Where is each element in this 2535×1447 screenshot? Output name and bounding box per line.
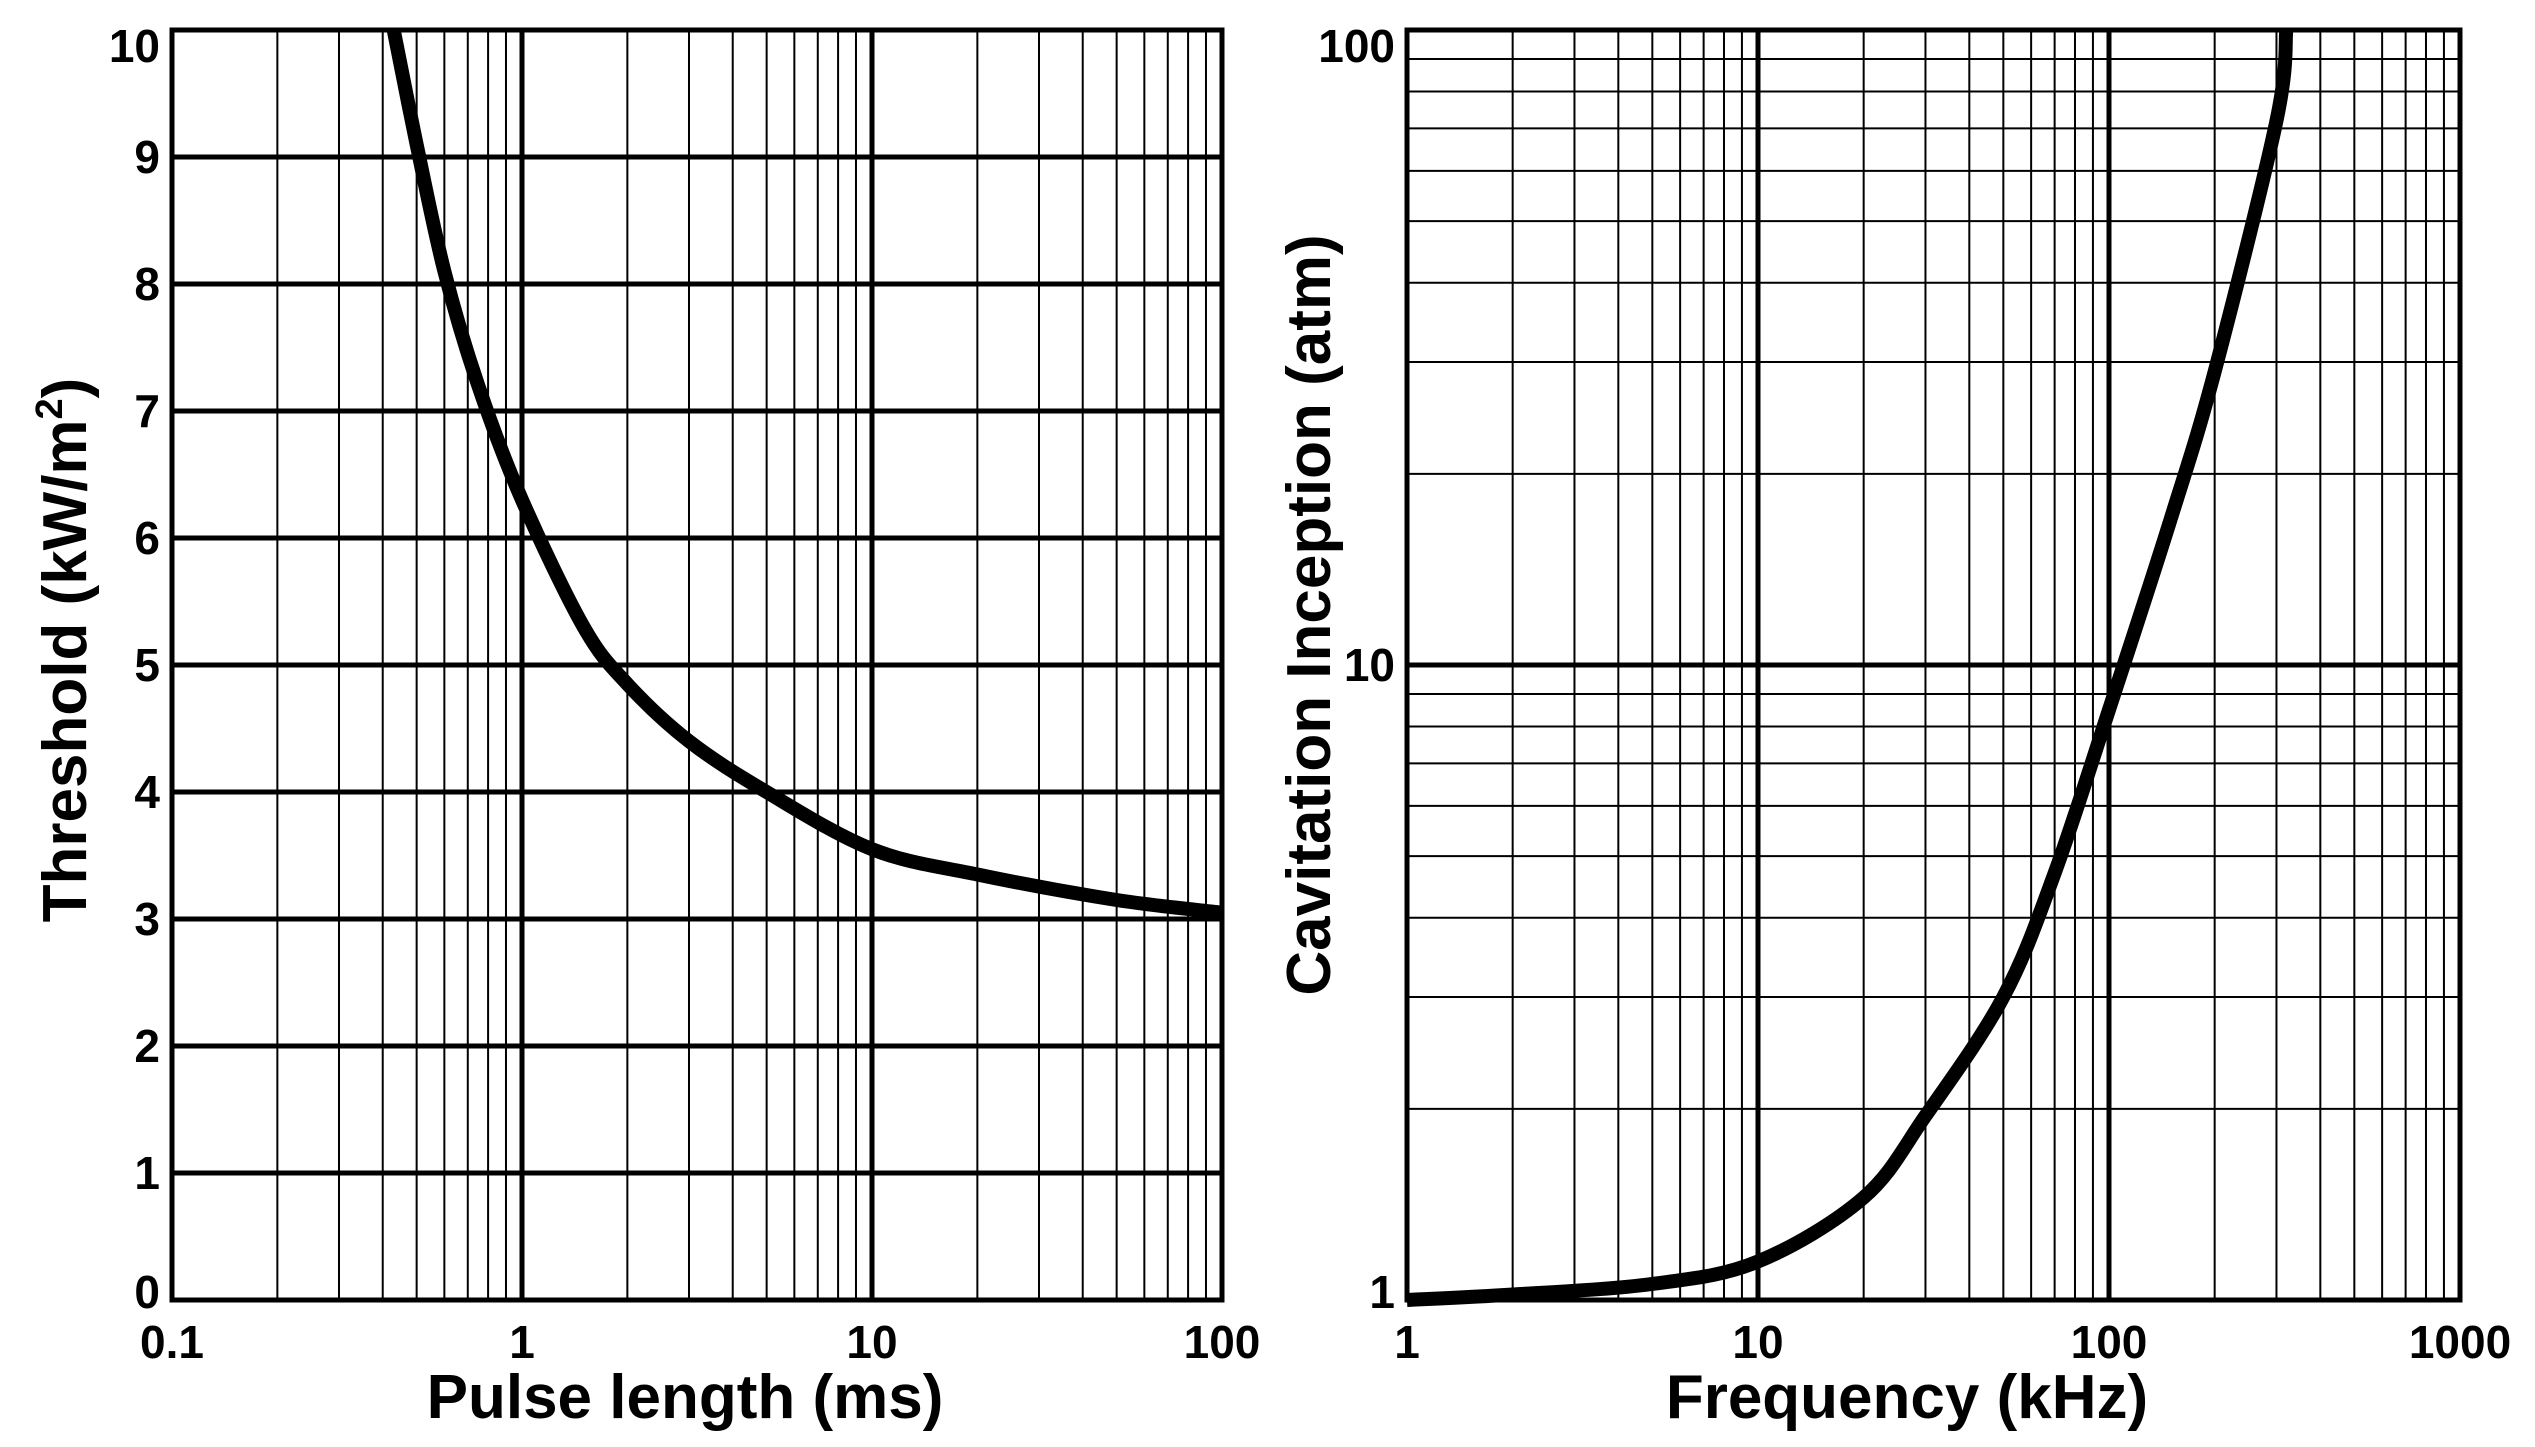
y-tick-label: 8 — [134, 258, 160, 310]
y-tick-label: 4 — [134, 766, 160, 818]
x-tick-label: 10 — [846, 1316, 897, 1368]
right-y-tick-labels: 1 10 100 — [1318, 20, 1395, 1318]
y-tick-label: 6 — [134, 512, 160, 564]
right-x-axis-label: Frequency (kHz) — [1666, 1363, 2148, 1432]
left-x-axis-label: Pulse length (ms) — [427, 1363, 944, 1432]
y-tick-label: 5 — [134, 639, 160, 691]
y-tick-label: 3 — [134, 893, 160, 945]
threshold-chart: 0.1 1 10 100 0 1 2 3 4 5 6 7 8 9 10 Pulse length (ms)… — [29, 20, 1260, 1432]
left-plot-frame — [169, 27, 1225, 1303]
right-plot-frame — [1404, 27, 2463, 1303]
y-tick-label: 1 — [134, 1147, 160, 1199]
x-tick-label: 1 — [509, 1316, 535, 1368]
x-tick-label: 100 — [1184, 1316, 1261, 1368]
right-y-axis-label: Cavitation Inception (atm) — [1275, 234, 1344, 995]
x-tick-label: 10 — [1732, 1316, 1783, 1368]
x-tick-label: 1 — [1394, 1316, 1420, 1368]
y-tick-label: 10 — [109, 20, 160, 72]
threshold-curve — [386, 28, 1223, 920]
left-y-axis-label-sup: 2 — [29, 398, 71, 419]
right-grid — [1407, 30, 2460, 1300]
x-tick-label: 0.1 — [140, 1316, 204, 1368]
y-tick-label: 2 — [134, 1020, 160, 1072]
y-tick-label: 9 — [134, 131, 160, 183]
cavitation-chart: 1 10 100 1000 1 10 100 Frequency (kHz) Cavita… — [1275, 20, 2511, 1432]
left-y-axis-label: Threshold (kW/m2) — [29, 378, 100, 923]
y-tick-label: 0 — [134, 1266, 160, 1318]
cavitation-curve — [1406, 29, 2294, 1307]
x-tick-label: 1000 — [2409, 1316, 2511, 1368]
left-y-tick-labels: 0 1 2 3 4 5 6 7 8 9 10 — [109, 20, 161, 1318]
left-x-tick-labels: 0.1 1 10 100 — [140, 1316, 1260, 1368]
y-tick-label: 7 — [134, 385, 160, 437]
y-tick-label: 10 — [1344, 639, 1395, 691]
left-grid — [172, 30, 1222, 1300]
left-y-axis-label-end: ) — [31, 378, 100, 399]
y-tick-label: 100 — [1318, 20, 1395, 72]
right-x-tick-labels: 1 10 100 1000 — [1394, 1316, 2511, 1368]
x-tick-label: 100 — [2071, 1316, 2148, 1368]
y-tick-label: 1 — [1369, 1266, 1395, 1318]
left-y-axis-label-main: Threshold (kW/m — [31, 419, 100, 922]
